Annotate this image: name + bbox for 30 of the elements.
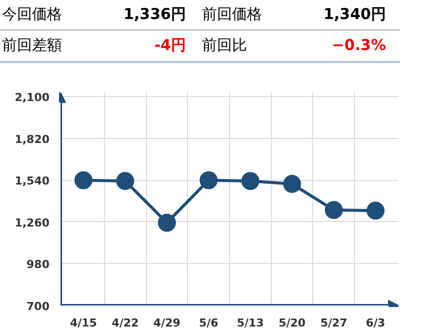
x-tick-label: 6/3 — [366, 316, 386, 330]
x-tick-label: 4/29 — [153, 316, 180, 330]
text: 前回比 — [200, 35, 248, 56]
text: -4円 — [153, 35, 187, 56]
x-tick-label: 5/20 — [278, 316, 306, 330]
y-tick-label: 700 — [26, 300, 50, 313]
x-tick-label: 4/15 — [70, 316, 97, 330]
y-tick-label: 2,100 — [14, 91, 50, 104]
y-tick-label: 980 — [26, 258, 50, 272]
text: 前回価格 — [200, 4, 263, 25]
point — [283, 174, 302, 193]
x-tick-label: 5/13 — [236, 316, 264, 330]
point — [324, 201, 343, 220]
x-tick-label: 5/27 — [320, 316, 348, 330]
text: 今回価格 — [1, 4, 63, 25]
point — [158, 214, 176, 232]
y-tick-label: 1,540 — [14, 174, 50, 188]
point — [116, 172, 134, 190]
x-tick-label: 5/6 — [198, 316, 219, 330]
point — [366, 202, 385, 220]
text: −0.3% — [330, 35, 387, 56]
y-tick-label: 1,260 — [14, 216, 50, 230]
text: 1,340円 — [322, 4, 387, 25]
x-tick-label: 4/22 — [112, 316, 139, 330]
y-tick-label: 1,820 — [14, 132, 50, 146]
point — [200, 171, 218, 190]
text: 1,336円 — [122, 4, 187, 25]
point — [241, 172, 260, 190]
point — [74, 171, 92, 190]
text: 前回差額 — [1, 35, 63, 56]
